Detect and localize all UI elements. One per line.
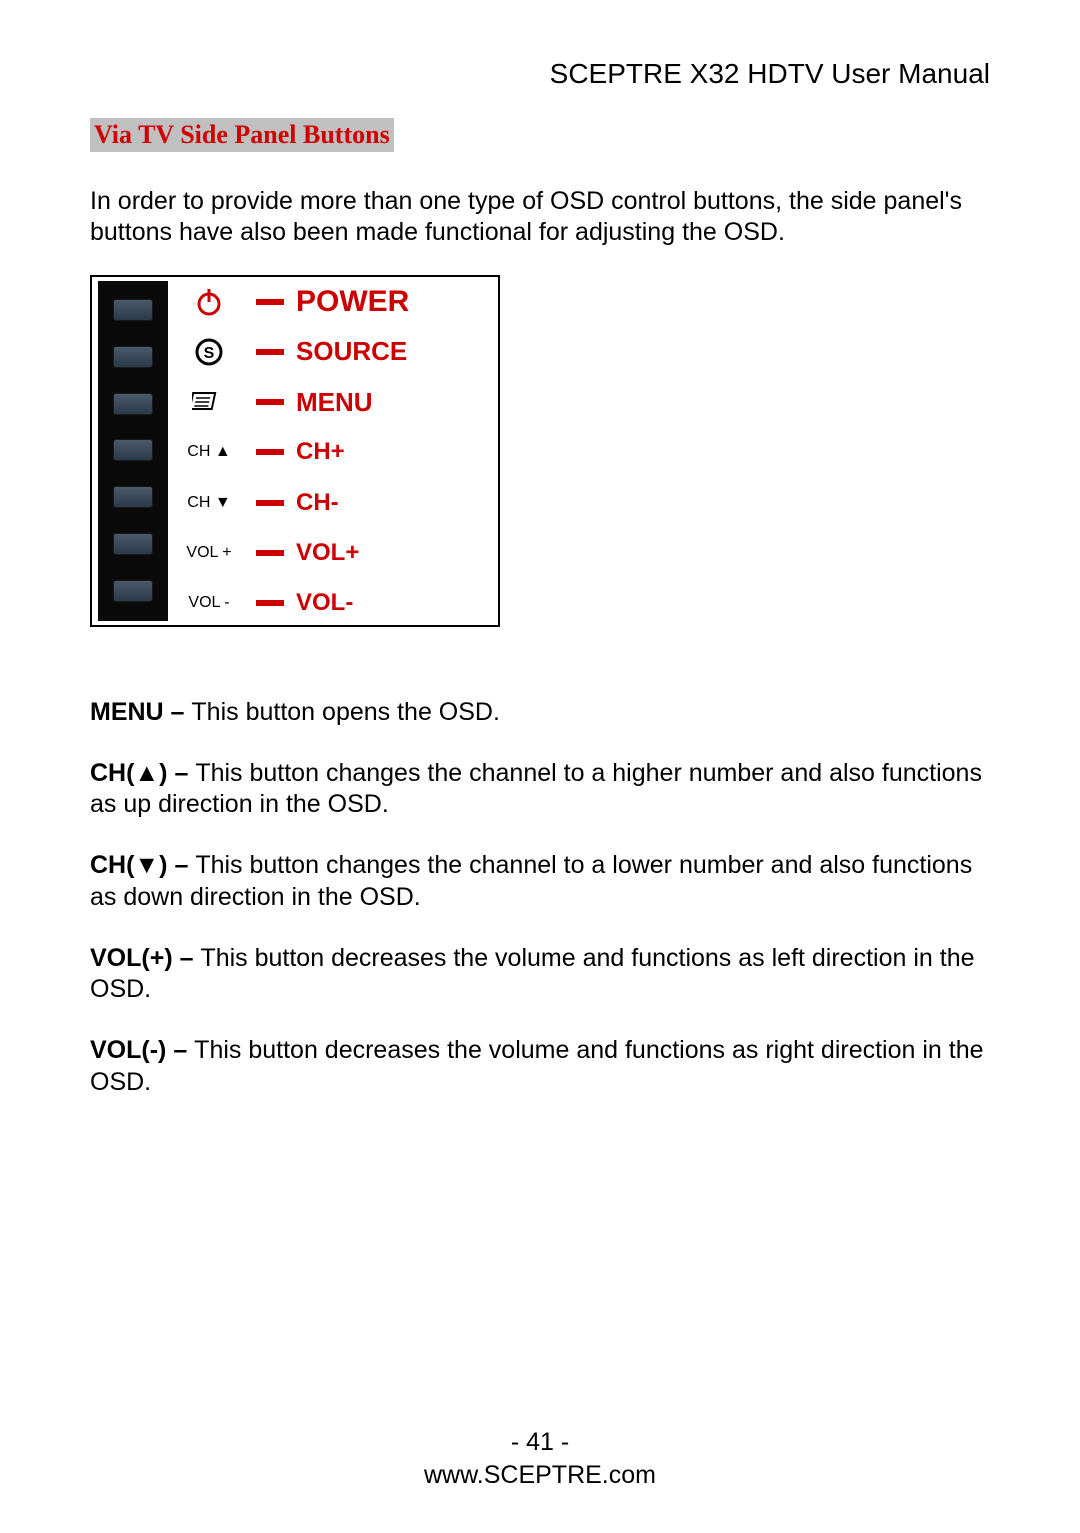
dash-icon (256, 600, 284, 606)
section-heading: Via TV Side Panel Buttons (90, 118, 394, 152)
page-footer: - 41 - www.SCEPTRE.com (0, 1426, 1080, 1494)
ch-up-icon: CH ▲ (174, 427, 244, 477)
page-header-title: SCEPTRE X32 HDTV User Manual (90, 58, 990, 90)
desc-text: This button decreases the volume and fun… (90, 1036, 984, 1095)
label-column: POWER SOURCE MENU CH+ CH- VOL+ VOL- (296, 277, 496, 627)
desc-ch-up: CH(▲) – This button changes the channel … (90, 758, 990, 821)
dash-icon (256, 349, 284, 355)
desc-text: This button changes the channel to a low… (90, 851, 972, 910)
desc-text: This button opens the OSD. (191, 698, 500, 726)
physical-button (113, 580, 153, 602)
desc-term: VOL(+) – (90, 944, 200, 972)
desc-term: CH(▲) – (90, 759, 195, 787)
physical-button (113, 346, 153, 368)
footer-url: www.SCEPTRE.com (0, 1459, 1080, 1493)
desc-vol-minus: VOL(-) – This button decreases the volum… (90, 1035, 990, 1098)
label-ch-minus: CH- (296, 478, 496, 528)
physical-button (113, 439, 153, 461)
desc-vol-plus: VOL(+) – This button decreases the volum… (90, 943, 990, 1006)
physical-button (113, 533, 153, 555)
menu-icon (174, 377, 244, 427)
dash-column (250, 277, 290, 627)
intro-paragraph: In order to provide more than one type o… (90, 186, 990, 249)
desc-text: This button decreases the volume and fun… (90, 944, 975, 1003)
label-menu: MENU (296, 377, 496, 427)
vol-down-icon: VOL - (174, 578, 244, 626)
dash-icon (256, 449, 284, 455)
label-source: SOURCE (296, 327, 496, 377)
vol-up-icon: VOL + (174, 528, 244, 578)
dash-icon (256, 500, 284, 506)
physical-button (113, 299, 153, 321)
dash-icon (256, 299, 284, 305)
label-power: POWER (296, 277, 496, 327)
desc-term: VOL(-) – (90, 1036, 194, 1064)
side-panel-diagram: S CH ▲ CH ▼ VOL + VOL - POWER SOURCE MEN… (90, 275, 500, 627)
dash-icon (256, 399, 284, 405)
panel-strip (98, 281, 168, 621)
label-ch-plus: CH+ (296, 427, 496, 477)
source-icon: S (174, 327, 244, 377)
desc-text: This button changes the channel to a hig… (90, 759, 982, 818)
power-icon (174, 277, 244, 327)
desc-ch-down: CH(▼) – This button changes the channel … (90, 850, 990, 913)
page-number: - 41 - (0, 1426, 1080, 1460)
ch-down-icon: CH ▼ (174, 478, 244, 528)
svg-text:S: S (204, 345, 215, 362)
dash-icon (256, 550, 284, 556)
label-vol-minus: VOL- (296, 578, 496, 626)
physical-button (113, 486, 153, 508)
physical-button (113, 393, 153, 415)
desc-term: CH(▼) – (90, 851, 195, 879)
button-descriptions: MENU – This button opens the OSD. CH(▲) … (90, 697, 990, 1098)
desc-menu: MENU – This button opens the OSD. (90, 697, 990, 728)
desc-term: MENU – (90, 698, 191, 726)
icon-column: S CH ▲ CH ▼ VOL + VOL - (174, 277, 244, 627)
label-vol-plus: VOL+ (296, 528, 496, 578)
